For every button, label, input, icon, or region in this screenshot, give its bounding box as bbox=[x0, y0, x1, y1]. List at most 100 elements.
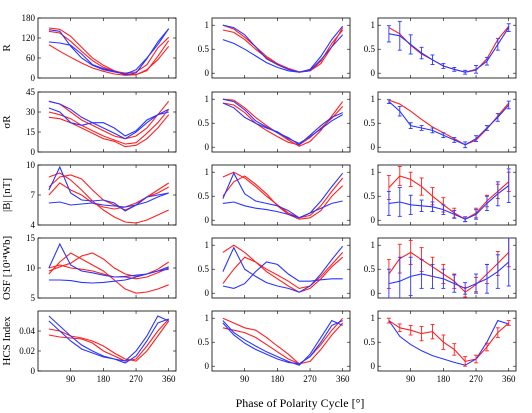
series-line bbox=[48, 28, 170, 75]
plot-area bbox=[222, 244, 344, 293]
series-line bbox=[388, 251, 510, 293]
panel-3-0: 5 10 15 OSF [10¹⁴Wb] bbox=[1, 233, 177, 303]
x-tick-label: 360 bbox=[502, 374, 516, 384]
x-tick-label: 90 bbox=[406, 374, 416, 384]
panel-3-2: 00.51 bbox=[364, 237, 517, 299]
series-line bbox=[222, 102, 343, 145]
panel-grid: 060120180R00.5100.510153045σR00.5100.514… bbox=[1, 13, 517, 384]
axes-frame bbox=[377, 164, 517, 226]
series-line bbox=[222, 34, 344, 73]
y-tick-label: 45 bbox=[26, 87, 36, 97]
panel-0-0: 0 60 120 180 R bbox=[1, 13, 177, 83]
x-tick-label: 270 bbox=[303, 374, 317, 384]
y-tick-label: 120 bbox=[22, 33, 36, 43]
panel-1-2: 00.51 bbox=[364, 91, 517, 153]
y-tick-label: 60 bbox=[26, 53, 36, 63]
y-tick-label: 0 bbox=[205, 68, 210, 78]
panel-3-1: 00.51 bbox=[198, 237, 351, 299]
series-line bbox=[48, 192, 169, 208]
panel-2-1: 00.51 bbox=[198, 164, 351, 226]
series-line bbox=[388, 320, 510, 363]
y-tick-label: 0.5 bbox=[364, 118, 376, 128]
y-tick-label: 0.5 bbox=[364, 337, 376, 347]
y-tick-label: 1 bbox=[205, 94, 210, 104]
plot-area bbox=[386, 165, 511, 223]
axes-frame bbox=[211, 164, 351, 226]
series-line bbox=[388, 185, 510, 220]
panel-0-2: 00.51 bbox=[364, 17, 517, 79]
y-tick-label: 0 bbox=[205, 215, 210, 225]
axes-frame bbox=[377, 91, 517, 153]
series-line bbox=[48, 268, 169, 284]
y-tick-label: 7 bbox=[31, 190, 36, 200]
x-tick-label: 360 bbox=[162, 374, 176, 384]
panel-4-2: 0 0.5 1 90 180 270 360 bbox=[364, 310, 517, 384]
series-line bbox=[222, 320, 343, 365]
axes-frame bbox=[377, 237, 517, 299]
series-line bbox=[48, 172, 169, 224]
axes-frame bbox=[211, 91, 351, 153]
series-line bbox=[222, 102, 344, 146]
y-tick-label: 0 bbox=[205, 361, 210, 371]
series-line bbox=[48, 107, 169, 137]
y-tick-label: 1 bbox=[371, 94, 376, 104]
axes-frame bbox=[211, 310, 351, 372]
plot-area bbox=[386, 99, 511, 149]
y-tick-label: 5 bbox=[31, 293, 36, 303]
series-line bbox=[222, 98, 343, 146]
y-axis-label: OSF [10¹⁴Wb] bbox=[1, 236, 13, 300]
panel-2-0: 4 7 10 |B| [nT] bbox=[1, 160, 177, 230]
y-tick-label: 0 bbox=[371, 68, 376, 78]
y-tick-label: 1 bbox=[205, 20, 210, 30]
x-tick-label: 360 bbox=[336, 374, 350, 384]
series-line bbox=[222, 319, 343, 366]
series-line bbox=[48, 30, 170, 74]
series-line bbox=[48, 108, 170, 145]
plot-area bbox=[386, 238, 511, 298]
series-line bbox=[222, 24, 344, 73]
series-line bbox=[48, 174, 169, 211]
series-line bbox=[48, 165, 169, 212]
axes-frame bbox=[37, 17, 177, 79]
panel-0-1: 00.51 bbox=[198, 17, 351, 79]
y-tick-label: 15 bbox=[26, 233, 36, 243]
series-line bbox=[222, 171, 344, 219]
y-tick-label: 1 bbox=[371, 167, 376, 177]
series-line bbox=[388, 27, 510, 73]
series-line bbox=[222, 317, 344, 365]
plot-area bbox=[386, 317, 511, 367]
panel-2-2: 00.51 bbox=[364, 164, 517, 226]
y-tick-label: 0.5 bbox=[364, 191, 376, 201]
y-tick-label: 0.04 bbox=[19, 326, 35, 336]
plot-area bbox=[222, 317, 344, 366]
y-tick-label: 0 bbox=[371, 288, 376, 298]
series-line bbox=[222, 171, 344, 219]
y-tick-label: 0 bbox=[371, 142, 376, 152]
series-line bbox=[222, 200, 343, 219]
y-tick-label: 0 bbox=[205, 142, 210, 152]
series-line bbox=[48, 315, 169, 362]
series-line bbox=[222, 24, 344, 73]
x-tick-label: 90 bbox=[66, 374, 76, 384]
series-line bbox=[48, 114, 170, 148]
y-tick-label: 0.5 bbox=[364, 264, 376, 274]
plot-area bbox=[48, 27, 170, 76]
series-line bbox=[48, 264, 169, 280]
axes-frame bbox=[37, 91, 177, 153]
plot-area bbox=[48, 100, 170, 148]
panel-4-1: 0 0.5 1 90 180 270 360 bbox=[198, 310, 351, 384]
panel-1-0: 0 15 30 45 σR bbox=[1, 87, 177, 157]
series-line bbox=[222, 322, 344, 365]
series-line bbox=[222, 256, 344, 293]
y-tick-label: 0.5 bbox=[198, 264, 210, 274]
axes-frame bbox=[377, 17, 517, 79]
y-tick-label: 1 bbox=[205, 167, 210, 177]
series-line bbox=[388, 101, 510, 146]
y-tick-label: 0.5 bbox=[198, 118, 210, 128]
axes-frame bbox=[37, 310, 177, 372]
y-tick-label: 30 bbox=[26, 107, 36, 117]
series-line bbox=[48, 27, 170, 76]
plot-area bbox=[222, 24, 344, 73]
y-tick-label: 0.5 bbox=[198, 191, 210, 201]
